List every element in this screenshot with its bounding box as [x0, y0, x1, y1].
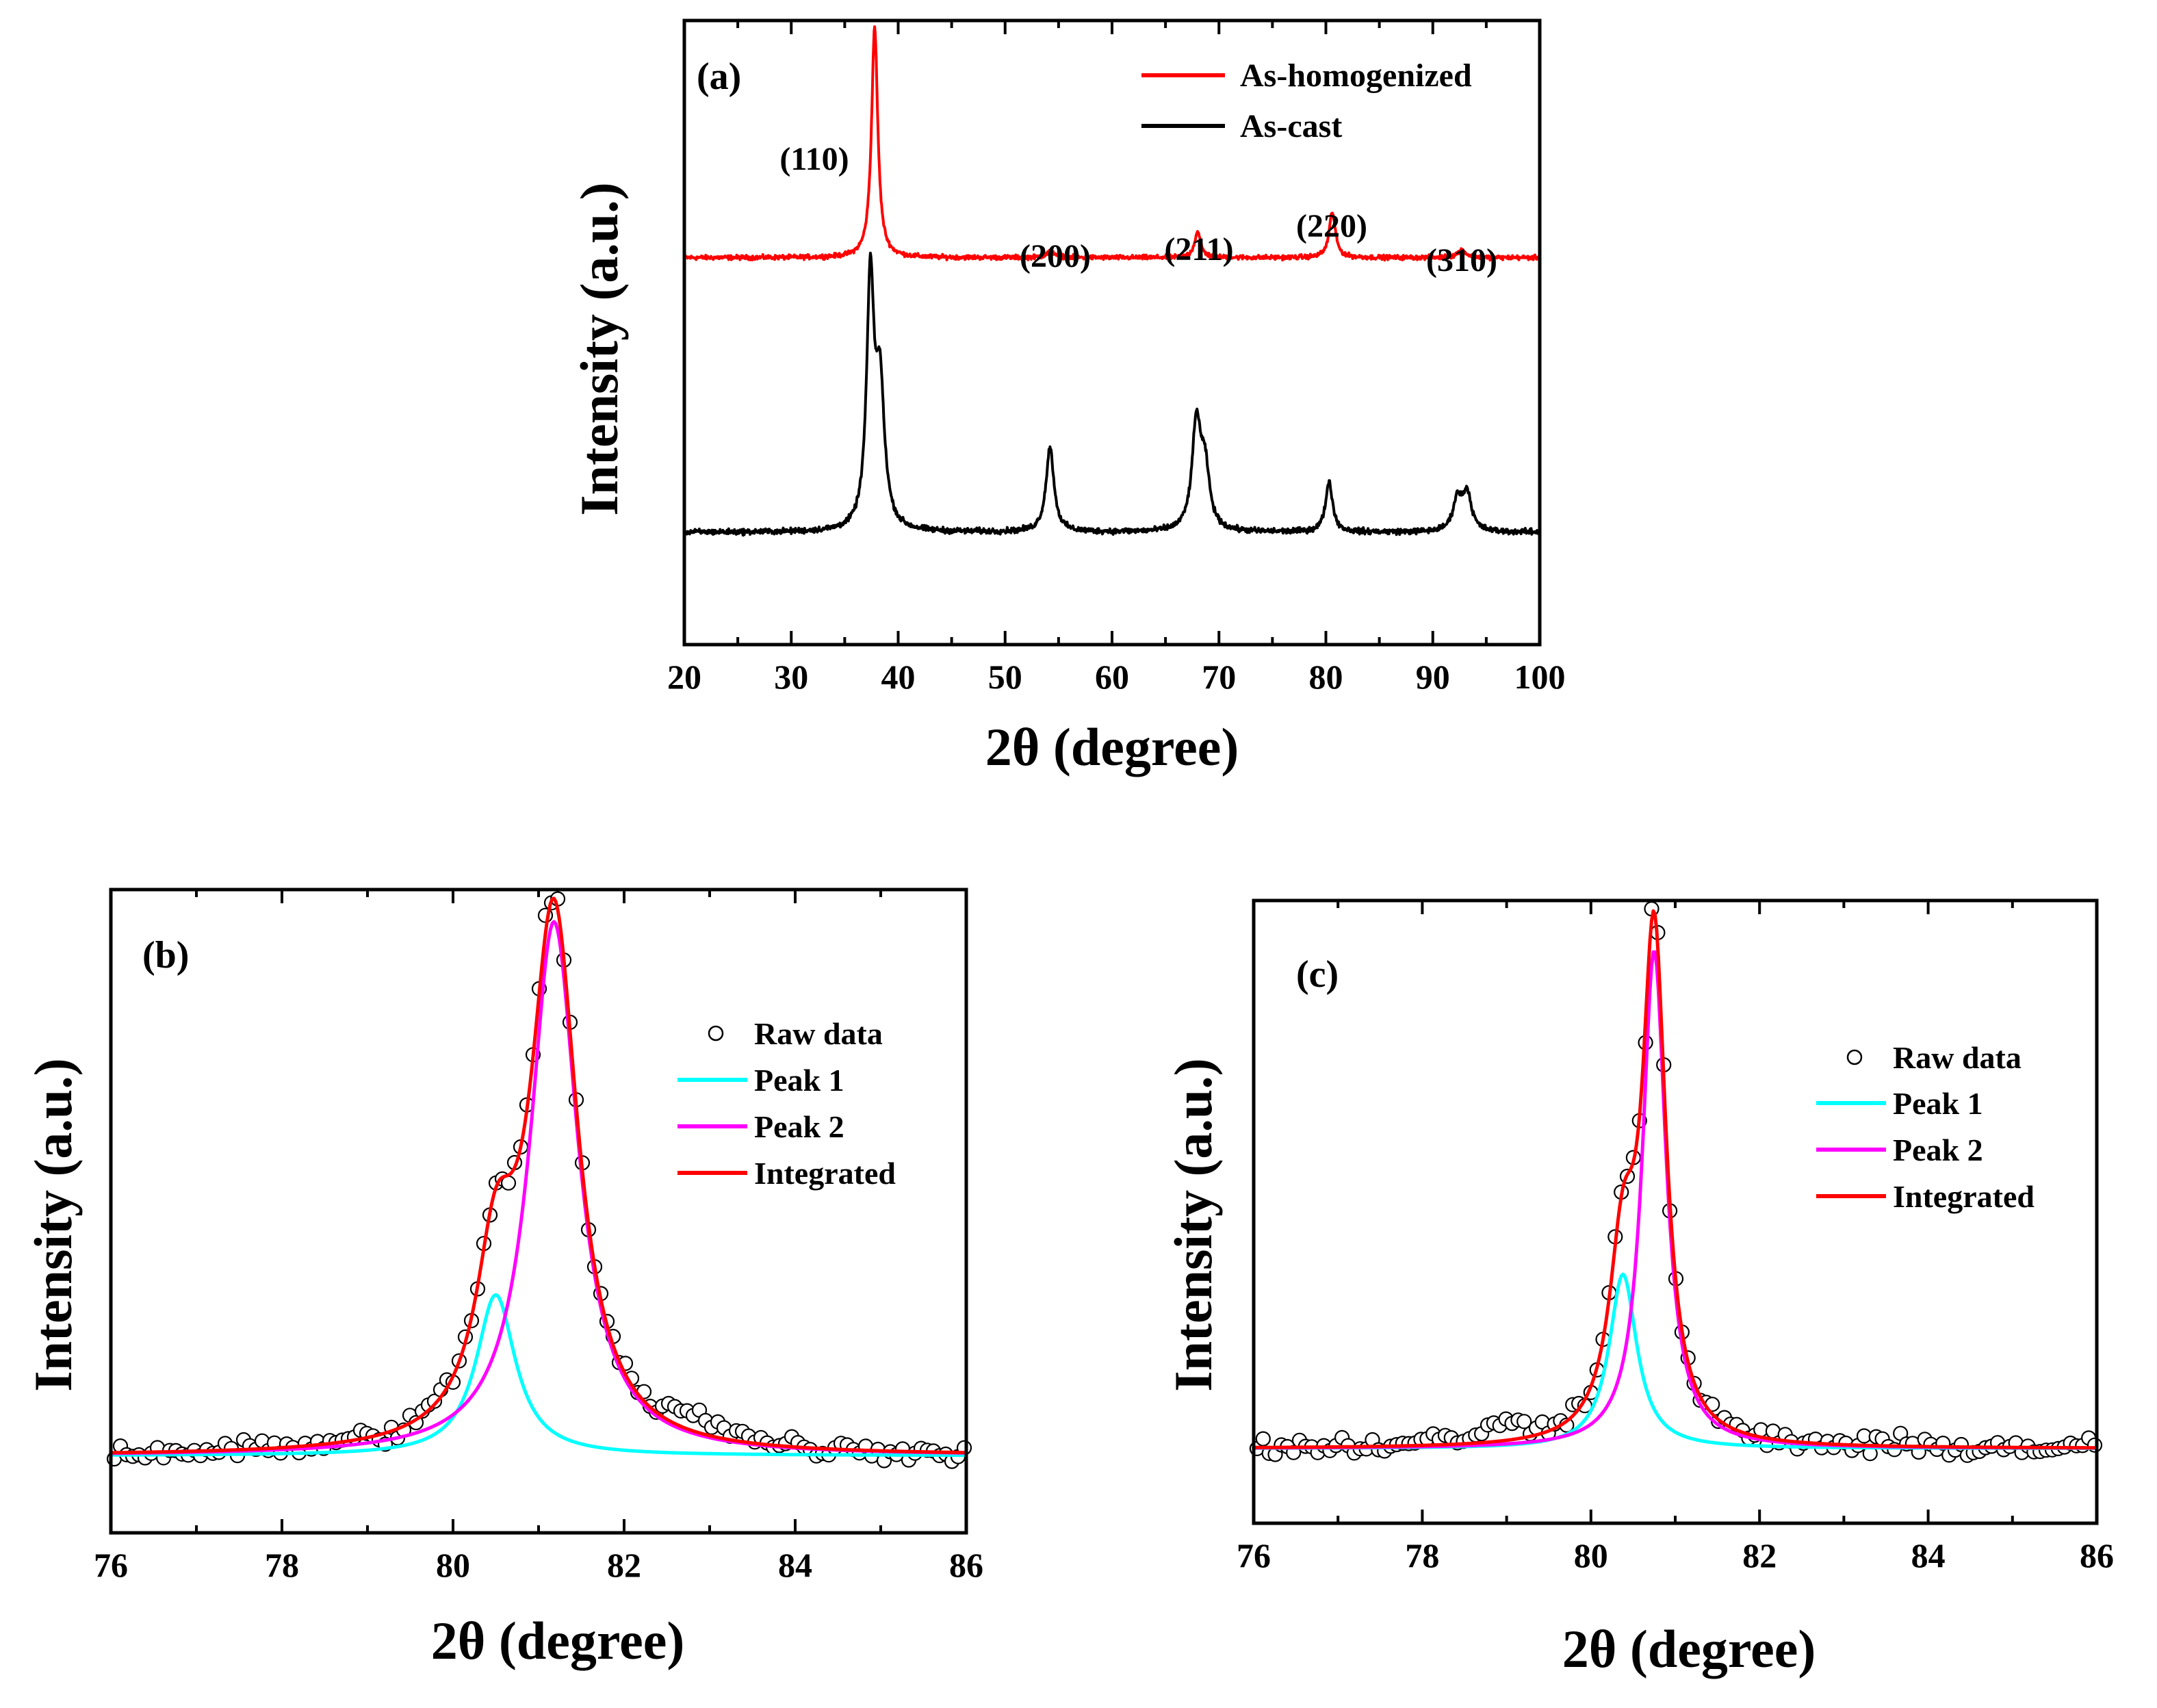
panel-a-xlabel: 2θ (degree)	[985, 717, 1239, 777]
x-tick-label: 40	[881, 658, 916, 696]
x-tick-label: 76	[94, 1546, 128, 1584]
panel-a-ticks: 20 30 40 50 60 70 80 90 100	[667, 21, 1566, 696]
series-as-homogenized	[683, 25, 1541, 262]
x-tick-label: 100	[1514, 658, 1566, 696]
x-tick-label: 82	[1742, 1536, 1777, 1575]
panel-b-series	[106, 891, 972, 1469]
legend-marker-raw-data	[708, 1025, 724, 1041]
panel-c-xlabel: 2θ (degree)	[1562, 1619, 1816, 1679]
x-tick-label: 86	[949, 1546, 983, 1584]
panel-c-series	[1249, 901, 2103, 1463]
panel-c-legend: Raw data Peak 1 Peak 2 Integrated	[1816, 1040, 2035, 1214]
panel-b-xlabel: 2θ (degree)	[431, 1611, 685, 1670]
panel-b-ylabel: Intensity (a.u.)	[23, 1058, 83, 1392]
legend-label-raw-data: Raw data	[1893, 1040, 2022, 1075]
x-tick-label: 80	[1574, 1536, 1608, 1575]
legend-label-as-cast: As-cast	[1240, 108, 1342, 144]
x-tick-label: 76	[1237, 1536, 1271, 1575]
panel-b: 76 78 80 82 84 86 (b) Raw data Peak 1 Peak 2 …	[23, 888, 983, 1670]
x-tick-label: 82	[607, 1546, 641, 1584]
x-tick-label: 78	[1405, 1536, 1439, 1575]
peak-label-220: (220)	[1296, 208, 1367, 244]
x-tick-label: 80	[436, 1546, 470, 1584]
legend-label-integrated: Integrated	[1893, 1179, 2035, 1214]
x-tick-label: 70	[1202, 658, 1236, 696]
x-tick-label: 20	[667, 658, 701, 696]
series-as-cast	[683, 251, 1541, 537]
panel-a: 20 30 40 50 60 70 80 90 100 (a) As-homogenized A…	[569, 18, 1566, 777]
legend-label-peak-2: Peak 2	[754, 1109, 844, 1144]
x-tick-label: 50	[988, 658, 1022, 696]
panel-b-legend: Raw data Peak 1 Peak 2 Integrated	[677, 1016, 896, 1191]
legend-label-integrated: Integrated	[754, 1156, 896, 1191]
panel-a-series	[683, 25, 1541, 537]
panel-c-label: (c)	[1296, 953, 1339, 996]
series-peak-1	[111, 1293, 966, 1458]
panel-c: 76 78 80 82 84 86 (c) Raw data Peak 1 Peak 2 …	[1163, 898, 2114, 1679]
series-integrated	[1254, 909, 2097, 1450]
panel-b-label: (b)	[142, 934, 189, 976]
peak-label-110: (110)	[779, 141, 849, 177]
x-tick-label: 60	[1095, 658, 1129, 696]
series-integrated	[111, 896, 966, 1455]
x-tick-label: 80	[1309, 658, 1343, 696]
legend-marker-raw-data	[1846, 1049, 1863, 1065]
raw-data-point	[1255, 1431, 1271, 1447]
legend-label-as-homogenized: As-homogenized	[1240, 57, 1472, 94]
peak-label-200: (200)	[1020, 238, 1091, 274]
x-tick-label: 90	[1416, 658, 1450, 696]
panel-a-label: (a)	[697, 55, 741, 98]
legend-label-raw-data: Raw data	[754, 1016, 883, 1051]
x-tick-label: 84	[778, 1546, 812, 1584]
peak-label-310: (310)	[1426, 242, 1497, 279]
panel-a-frame	[682, 18, 1542, 647]
x-tick-label: 86	[2080, 1536, 2114, 1575]
panel-b-ticks: 76 78 80 82 84 86	[94, 890, 983, 1584]
panel-a-ylabel: Intensity (a.u.)	[569, 182, 629, 516]
peak-label-211: (211)	[1164, 231, 1233, 268]
raw-data-point	[1516, 1414, 1532, 1429]
x-tick-label: 84	[1911, 1536, 1946, 1575]
panel-c-ticks: 76 78 80 82 84 86	[1237, 901, 2114, 1575]
panel-c-ylabel: Intensity (a.u.)	[1163, 1058, 1223, 1392]
legend-label-peak-1: Peak 1	[1893, 1086, 1983, 1121]
panel-a-legend: As-homogenized As-cast	[1141, 57, 1472, 144]
legend-label-peak-2: Peak 2	[1893, 1133, 1983, 1167]
x-tick-label: 78	[265, 1546, 299, 1584]
legend-label-peak-1: Peak 1	[754, 1063, 844, 1098]
x-tick-label: 30	[774, 658, 808, 696]
